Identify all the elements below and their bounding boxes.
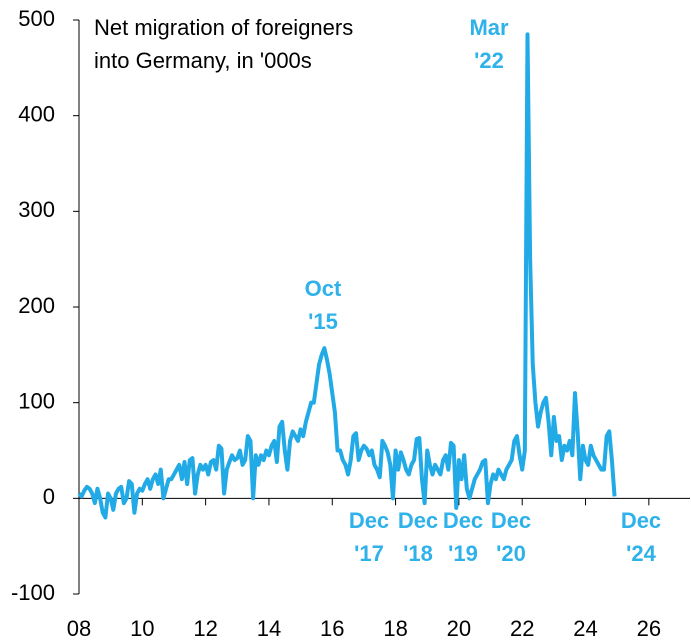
annotation: '15 [308,309,338,334]
annotation: Dec [349,508,389,533]
annotation: Dec [621,508,661,533]
annotation: '18 [403,541,433,566]
annotation: Dec [491,508,531,533]
chart-title: into Germany, in '000s [94,48,312,73]
x-tick-label: 16 [320,616,344,641]
annotation: Dec [443,508,483,533]
annotation: Oct [305,276,342,301]
x-tick-label: 20 [447,616,471,641]
data-line [77,32,617,520]
y-tick-label: -100 [11,580,55,605]
x-tick-label: 24 [573,616,597,641]
chart-title: Net migration of foreigners [94,15,353,40]
x-tick-label: 14 [257,616,281,641]
y-tick-label: 200 [18,293,55,318]
y-tick-label: 400 [18,101,55,126]
annotation: '24 [626,541,656,566]
x-tick-label: 12 [193,616,217,641]
y-tick-label: 0 [43,484,55,509]
annotation: '22 [474,48,504,73]
x-tick-label: 18 [383,616,407,641]
x-tick-label: 08 [67,616,91,641]
annotation: Mar [469,15,509,40]
x-tick-label: 10 [130,616,154,641]
annotation: '20 [496,541,526,566]
annotation: '17 [354,541,384,566]
y-tick-label: 300 [18,197,55,222]
annotation: '19 [448,541,478,566]
x-tick-label: 26 [637,616,661,641]
y-tick-label: 100 [18,388,55,413]
y-tick-label: 500 [18,6,55,31]
annotation: Dec [398,508,438,533]
x-tick-label: 22 [510,616,534,641]
